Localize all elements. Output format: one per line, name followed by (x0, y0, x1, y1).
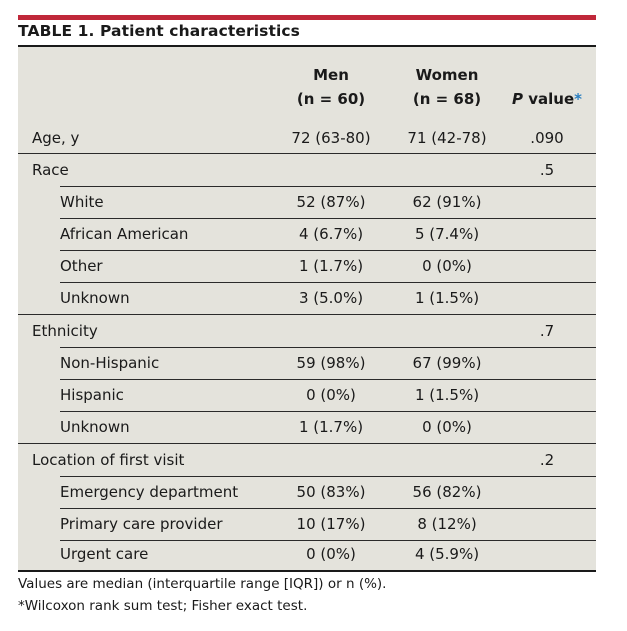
table-row-ethnicity-unknown: Unknown 1 (1.7%) 0 (0%) (60, 418, 472, 436)
row-divider (60, 379, 596, 380)
table-row-non-hispanic: Non-Hispanic 59 (98%) 67 (99%) (60, 354, 482, 372)
table-row-primary-care: Primary care provider 10 (17%) 8 (12%) (60, 515, 477, 533)
footnote-values: Values are median (interquartile range [… (18, 576, 387, 592)
row-divider (60, 347, 596, 348)
row-divider (60, 186, 596, 187)
table-row-location: Location of first visit .2 (32, 451, 555, 469)
table-row-other: Other 1 (1.7%) 0 (0%) (60, 257, 472, 275)
section-divider (18, 314, 596, 315)
table-row-urgent-care: Urgent care 0 (0%) 4 (5.9%) (60, 545, 480, 563)
table-row-race: Race .5 (32, 161, 555, 179)
section-divider (18, 153, 596, 154)
footnote-tests: *Wilcoxon rank sum test; Fisher exact te… (18, 598, 308, 614)
table-row-emergency: Emergency department 50 (83%) 56 (82%) (60, 483, 482, 501)
title-accent-bar (18, 15, 596, 20)
table-row-african-american: African American 4 (6.7%) 5 (7.4%) (60, 225, 480, 243)
row-divider (60, 218, 596, 219)
table-row-race-unknown: Unknown 3 (5.0%) 1 (1.5%) (60, 289, 480, 307)
row-divider (60, 540, 596, 541)
row-divider (60, 411, 596, 412)
footnote-star-icon: * (574, 90, 582, 108)
table-title: TABLE 1. Patient characteristics (18, 22, 301, 40)
table-row-hispanic: Hispanic 0 (0%) 1 (1.5%) (60, 386, 480, 404)
table-row-age: Age, y 72 (63-80) 71 (42-78) .090 (32, 129, 564, 147)
table-row-ethnicity: Ethnicity .7 (32, 322, 555, 340)
column-header-women: Women (n = 68) (412, 66, 482, 108)
row-divider (60, 282, 596, 283)
row-divider (60, 250, 596, 251)
row-divider (60, 508, 596, 509)
column-header-p-value: P value* (512, 90, 582, 108)
row-divider (60, 476, 596, 477)
patient-characteristics-table: Men (n = 60) Women (n = 68) P value* Age… (18, 45, 596, 572)
section-divider (18, 443, 596, 444)
column-header-men: Men (n = 60) (296, 66, 366, 108)
table-row-white: White 52 (87%) 62 (91%) (60, 193, 482, 211)
